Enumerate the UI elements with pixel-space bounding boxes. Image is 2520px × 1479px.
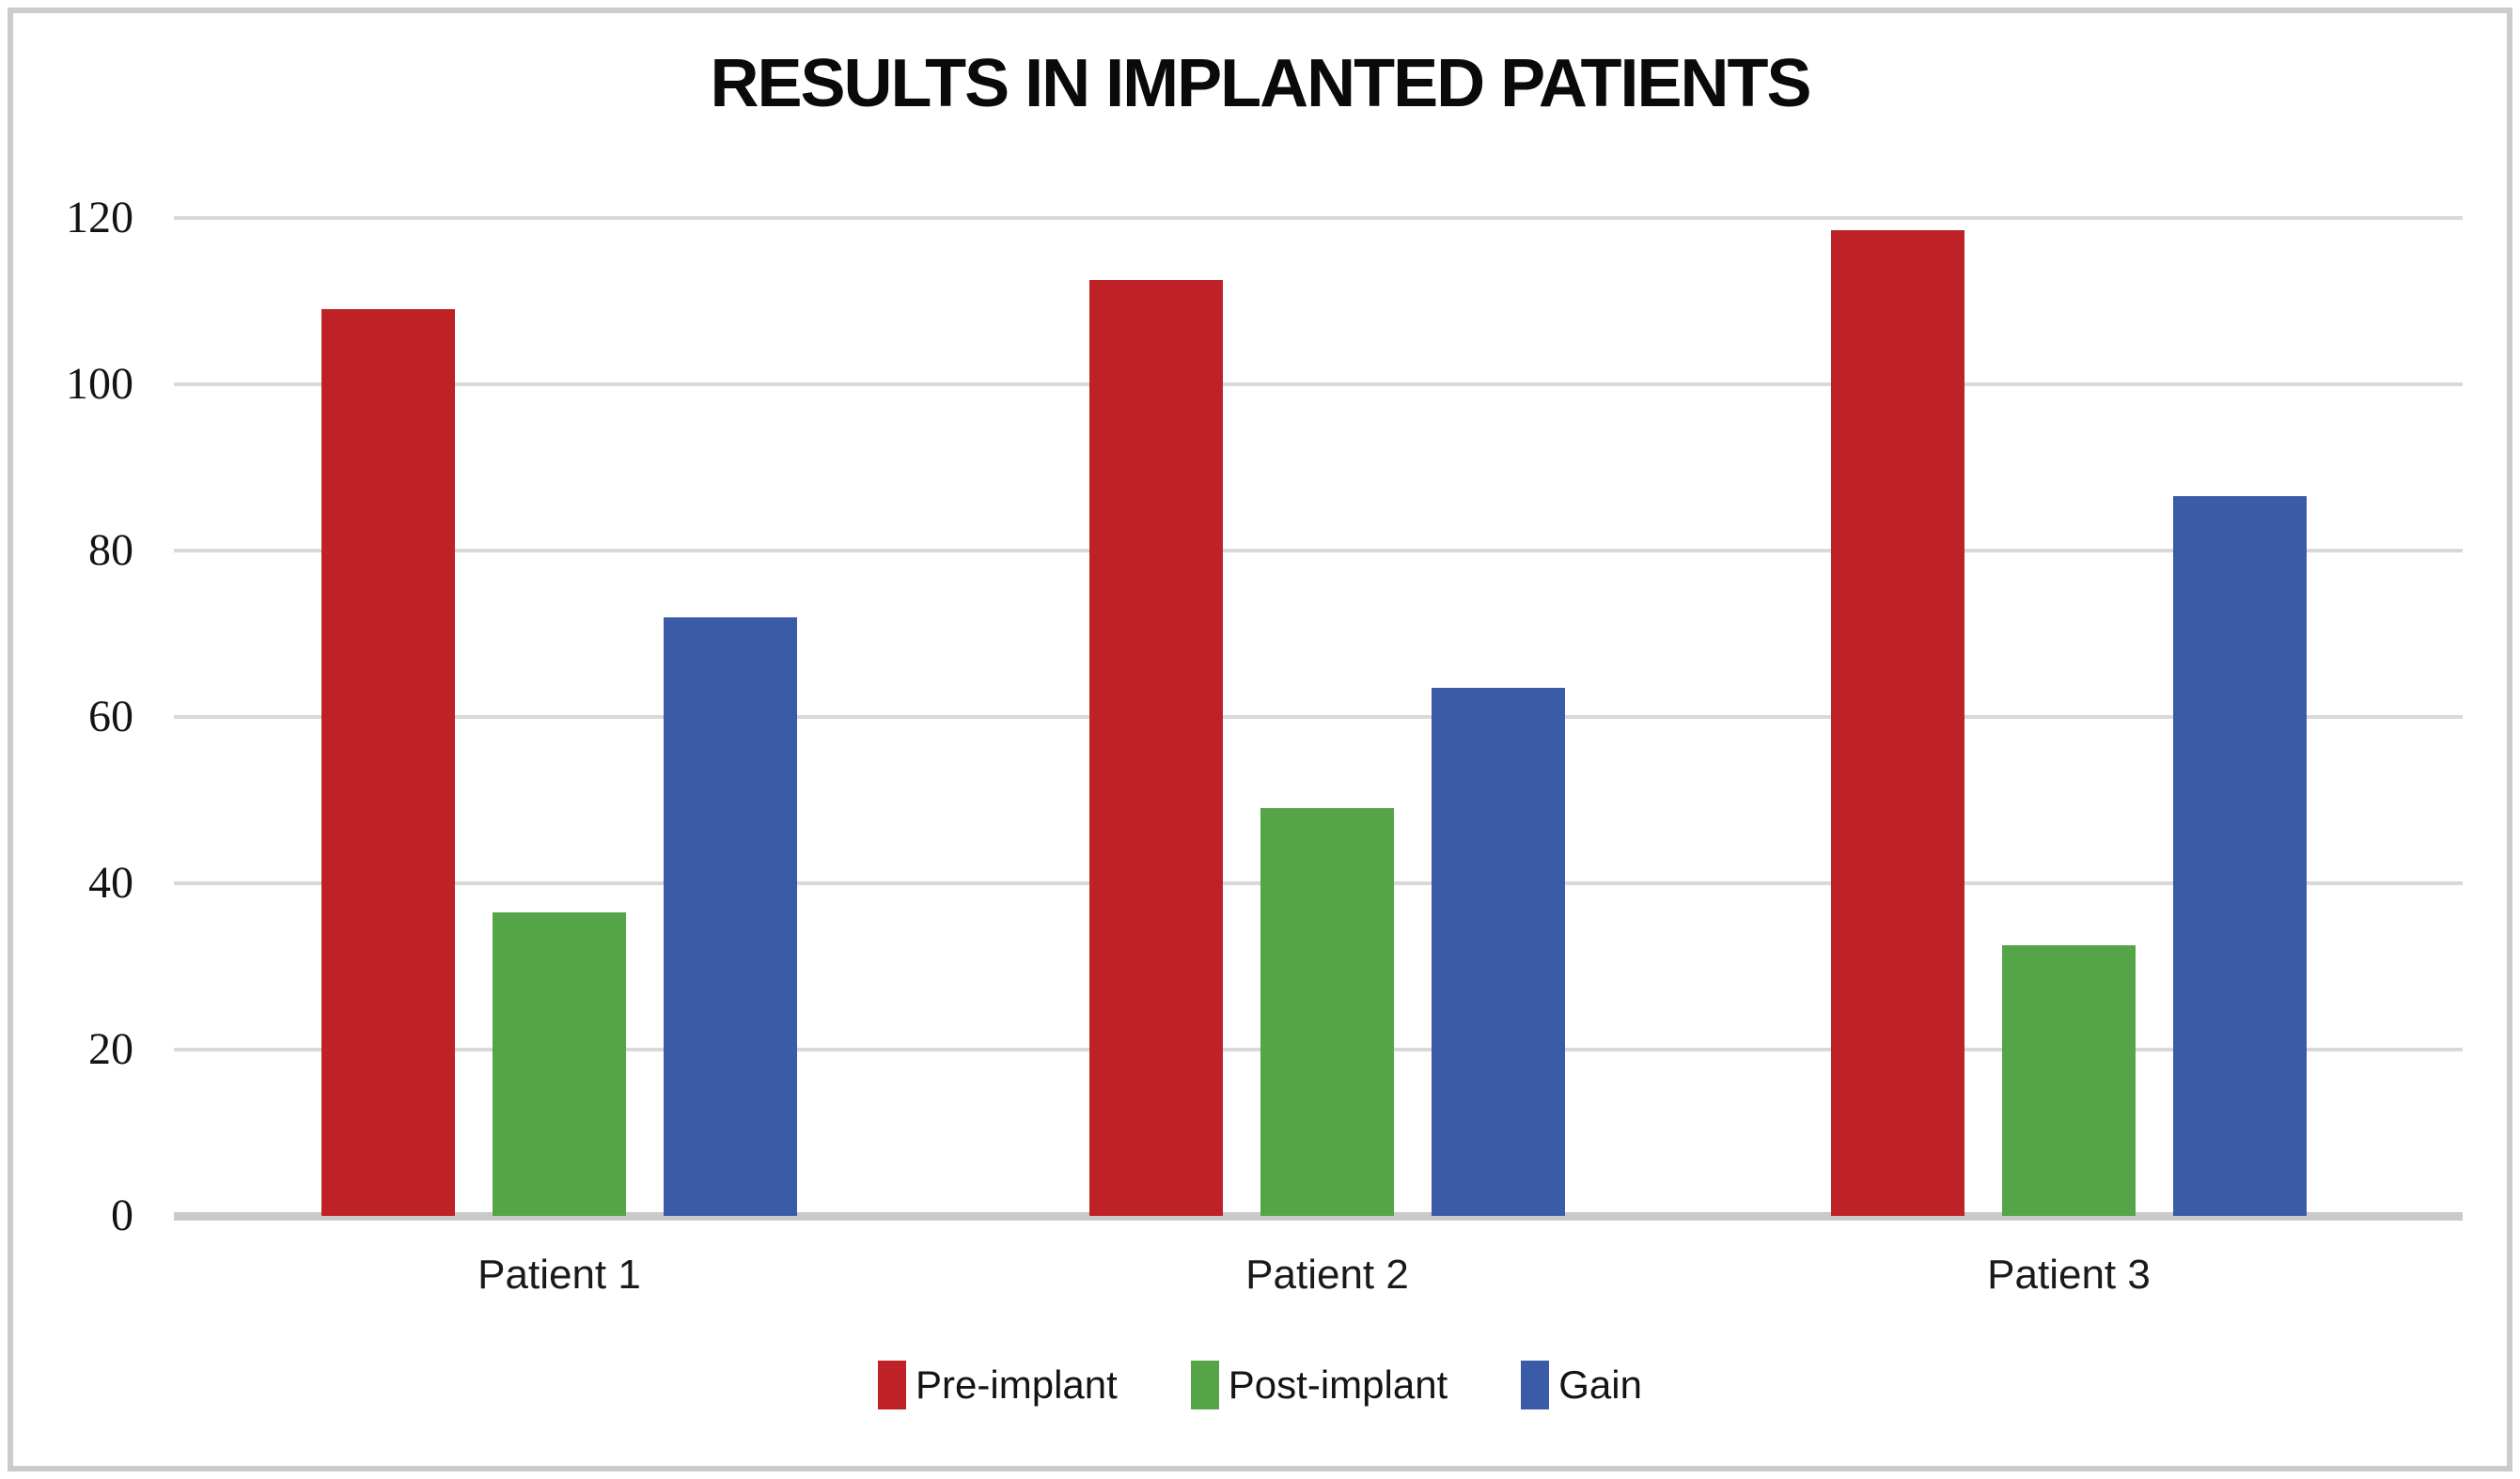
gridline [174,715,2463,719]
gridline [174,549,2463,553]
bar-post-implant-patient-1 [493,912,626,1216]
legend-label: Pre-implant [916,1362,1118,1407]
y-tick-label: 120 [66,193,133,242]
y-tick-label: 20 [88,1024,133,1074]
legend-swatch-icon [878,1361,907,1409]
bar-pre-implant-patient-2 [1089,280,1223,1216]
bar-post-implant-patient-2 [1260,808,1394,1216]
y-tick-label: 100 [66,359,133,409]
y-tick-label: 60 [88,692,133,741]
bar-gain-patient-3 [2173,496,2307,1216]
bar-pre-implant-patient-3 [1831,230,1964,1216]
gridline [174,382,2463,386]
y-tick-label: 80 [88,525,133,575]
bar-gain-patient-2 [1432,688,1565,1216]
y-tick-label: 40 [88,858,133,908]
legend: Pre-implant Post-implant Gain [0,1361,2520,1409]
legend-item-post-implant: Post-implant [1190,1361,1448,1409]
x-category-label-2: Patient 2 [1245,1252,1409,1298]
plot-area [174,216,2463,1221]
legend-item-pre-implant: Pre-implant [878,1361,1118,1409]
bar-pre-implant-patient-1 [321,309,455,1216]
legend-label: Gain [1558,1362,1642,1407]
x-category-label-1: Patient 1 [477,1252,641,1298]
bar-group-1 [321,218,797,1216]
legend-swatch-icon [1521,1361,1550,1409]
bar-group-3 [1831,218,2307,1216]
legend-label: Post-implant [1228,1362,1448,1407]
legend-item-gain: Gain [1521,1361,1642,1409]
y-tick-label: 0 [111,1191,133,1240]
gridline [174,216,2463,220]
bar-post-implant-patient-3 [2002,945,2136,1216]
bar-group-2 [1089,218,1565,1216]
legend-swatch-icon [1190,1361,1219,1409]
bar-gain-patient-1 [664,617,797,1216]
x-category-label-3: Patient 3 [1987,1252,2151,1298]
chart-title: RESULTS IN IMPLANTED PATIENTS [710,46,1811,121]
x-axis-baseline [174,1212,2463,1221]
